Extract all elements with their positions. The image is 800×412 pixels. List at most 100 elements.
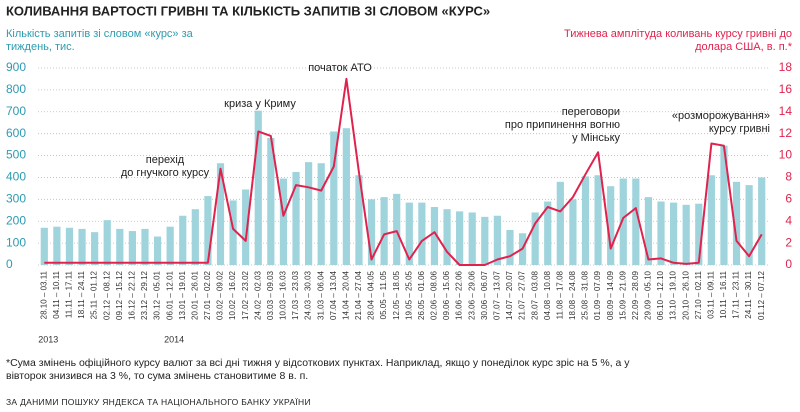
x-tick-label: 24.11 – 30.11	[744, 270, 753, 318]
bar	[292, 171, 300, 265]
x-tick-label: 06.10 – 12.10	[656, 270, 665, 319]
x-tick-label: 04.08 – 10.08	[543, 270, 552, 319]
y-tick-label: 0	[6, 257, 13, 271]
x-tick-label: 25.11 – 01.12	[90, 270, 99, 319]
x-tick-label: 22.09 – 28.09	[631, 270, 640, 319]
bar	[657, 201, 665, 265]
x-tick-label: 19.05 – 25.05	[404, 270, 413, 319]
bar	[493, 215, 501, 265]
bar	[267, 138, 275, 265]
bar	[128, 231, 136, 265]
y2-tick-label: 0	[785, 257, 792, 271]
y-tick-label: 100	[6, 235, 26, 249]
bar	[393, 193, 401, 265]
bar	[418, 202, 426, 265]
chart-title: КОЛИВАННЯ ВАРТОСТІ ГРИВНІ ТА КІЛЬКІСТЬ З…	[6, 3, 490, 18]
bar	[456, 211, 464, 265]
annotation: до гнучкого курсу	[121, 167, 210, 179]
annotation: курсу гривні	[709, 123, 770, 135]
bar	[430, 206, 439, 265]
bar	[695, 203, 703, 265]
bar	[242, 189, 250, 265]
x-tick-label: 01.09 – 07.09	[593, 270, 602, 319]
bar	[682, 204, 690, 265]
y-tick-label: 200	[6, 213, 26, 227]
x-tick-label: 10.03 – 16.03	[279, 270, 288, 319]
x-tick-label: 26.05 – 01.06	[417, 270, 426, 319]
footnote: *Сума змінень офіційного курсу валют за …	[6, 357, 630, 382]
y2-tick-label: 2	[785, 235, 792, 249]
annotation: переговори	[562, 106, 620, 118]
x-tick-label: 14.04 – 20.04	[341, 270, 350, 319]
bar	[91, 232, 99, 265]
x-tick-label: 27.01 – 02.02	[203, 270, 212, 319]
x-tick-label: 28.04 – 04.05	[367, 270, 376, 319]
x-tick-label: 30.06 – 06.07	[480, 270, 489, 319]
bar	[531, 212, 539, 265]
x-tick-label: 27.10 – 02.11	[694, 270, 703, 319]
bar	[732, 181, 741, 265]
bar	[556, 181, 564, 265]
y-tick-label: 800	[6, 82, 26, 96]
bar	[116, 228, 124, 265]
y2-tick-label: 6	[785, 192, 792, 206]
x-tick-label: 29.09 – 05.10	[644, 270, 653, 319]
y-tick-label: 900	[6, 60, 26, 74]
x-tick-label: 02.06 – 08.06	[430, 270, 439, 319]
bar	[745, 185, 753, 265]
y-tick-label: 700	[6, 104, 26, 118]
x-tick-label: 23.06 – 29.06	[467, 270, 476, 319]
x-tick-label: 16.06 – 22.06	[455, 270, 464, 319]
x-tick-label: 06.01 – 12.01	[165, 270, 174, 319]
x-tick-label: 20.10 – 26.10	[681, 270, 690, 319]
bar	[191, 209, 199, 265]
x-tick-label: 17.02 – 23.02	[241, 270, 250, 319]
bar	[153, 236, 162, 265]
bar	[594, 175, 602, 265]
annotation: «розморожування»	[672, 110, 770, 122]
x-tick-label: 18.08 – 24.08	[568, 270, 577, 319]
annotation: початок АТО	[308, 62, 372, 74]
bar	[141, 228, 149, 265]
x-tick-label: 28.10 – 03.11	[39, 270, 48, 319]
source: ЗА ДАНИМИ ПОШУКУ ЯНДЕКСА ТА НАЦІОНАЛЬНОГ…	[6, 397, 311, 407]
bar	[166, 226, 174, 265]
annotation: у Мінську	[572, 132, 620, 144]
y-tick-label: 300	[6, 192, 26, 206]
x-tick-label: 05.05 – 11.05	[379, 270, 388, 319]
bar	[254, 110, 262, 265]
bar	[103, 220, 111, 265]
bar	[179, 215, 187, 265]
bar	[65, 227, 74, 265]
bar	[279, 178, 288, 265]
x-tick-label: 03.11 – 09.11	[706, 270, 715, 318]
bar	[78, 228, 86, 265]
bar	[367, 199, 376, 265]
x-tick-label: 18.11 – 24.11	[77, 270, 86, 318]
x-tick-label: 16.12 – 22.12	[128, 270, 137, 319]
x-tick-label: 01.12 – 07.12	[757, 270, 766, 319]
y-tick-label: 500	[6, 148, 26, 162]
x-tick-label: 21.07 – 27.07	[518, 270, 527, 319]
x-tick-label: 20.01 – 26.01	[190, 270, 199, 319]
x-tick-label: 07.07 – 13.07	[493, 270, 502, 319]
x-tick-label: 04.11 – 10.11	[52, 270, 61, 318]
bar	[481, 216, 489, 265]
x-tick-label: 09.12 – 15.12	[115, 270, 124, 319]
bar	[355, 175, 363, 265]
bar	[342, 128, 350, 265]
y2-tick-label: 16	[779, 82, 793, 96]
bar	[204, 196, 212, 265]
bar	[216, 163, 225, 265]
annotation: криза у Криму	[224, 98, 296, 110]
x-tick-label: 10.02 – 16.02	[228, 270, 237, 319]
annotation: перехід	[146, 154, 185, 166]
x-tick-label: 24.02 – 02.03	[253, 270, 262, 319]
year-label: 2013	[38, 334, 58, 344]
x-tick-label: 17.11 – 23.11	[732, 270, 741, 318]
x-tick-label: 30.12 – 05.01	[153, 270, 162, 319]
x-tick-label: 23.12 – 29.12	[140, 270, 149, 319]
y2-tick-label: 10	[779, 148, 793, 162]
x-tick-label: 07.04 – 13.04	[329, 270, 338, 319]
